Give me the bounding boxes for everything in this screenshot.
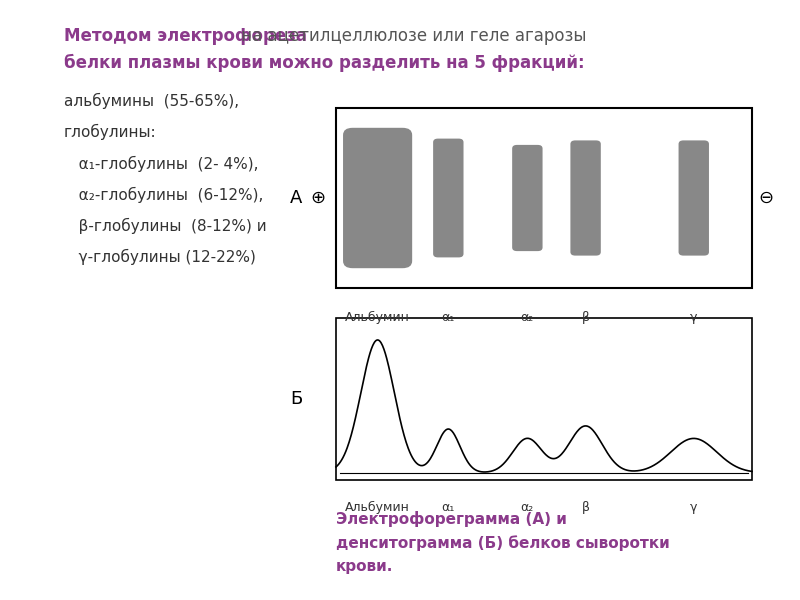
Text: крови.: крови. (336, 559, 394, 574)
Text: Альбумин: Альбумин (345, 501, 410, 514)
Text: Методом электрофореза: Методом электрофореза (64, 27, 307, 45)
Text: ⊕: ⊕ (311, 189, 326, 207)
Text: α₂: α₂ (521, 501, 534, 514)
Text: Электрофореграмма (А) и: Электрофореграмма (А) и (336, 511, 567, 527)
Text: глобулины:: глобулины: (64, 124, 157, 140)
Text: α₂-глобулины  (6-12%),: α₂-глобулины (6-12%), (64, 187, 263, 203)
Text: Б: Б (290, 390, 302, 408)
Text: γ: γ (690, 501, 698, 514)
Text: α₂: α₂ (521, 311, 534, 324)
Text: α₁: α₁ (442, 501, 455, 514)
Text: β: β (582, 501, 590, 514)
Text: альбумины  (55-65%),: альбумины (55-65%), (64, 93, 239, 109)
Text: Альбумин: Альбумин (345, 311, 410, 324)
Text: α₁: α₁ (442, 311, 455, 324)
Text: ⊖: ⊖ (759, 189, 774, 207)
Text: A: A (290, 189, 302, 207)
Text: белки плазмы крови можно разделить на 5 фракций:: белки плазмы крови можно разделить на 5 … (64, 54, 585, 72)
Text: β: β (582, 311, 590, 324)
Text: γ: γ (690, 311, 698, 324)
Text: денситограмма (Б) белков сыворотки: денситограмма (Б) белков сыворотки (336, 535, 670, 551)
Text: на ацетилцеллюлозе или геле агарозы: на ацетилцеллюлозе или геле агарозы (236, 27, 586, 45)
Text: β-глобулины  (8-12%) и: β-глобулины (8-12%) и (64, 218, 266, 234)
Text: α₁-глобулины  (2- 4%),: α₁-глобулины (2- 4%), (64, 155, 258, 172)
Text: γ-глобулины (12-22%): γ-глобулины (12-22%) (64, 249, 256, 265)
